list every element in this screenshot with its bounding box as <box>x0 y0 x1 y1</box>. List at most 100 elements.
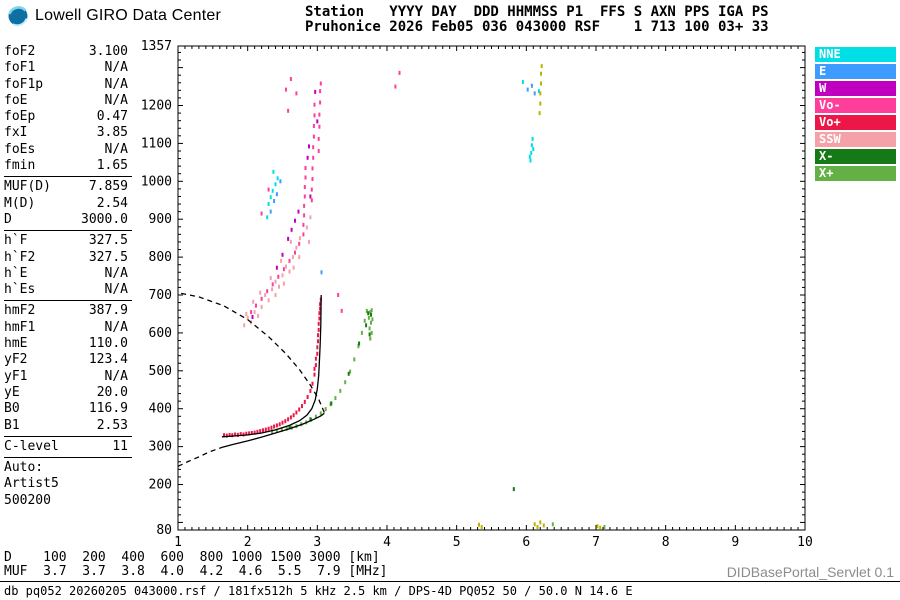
parameter-groups: foF2 3.100 foF1 N/A foF1p N/A foE N/A foEp 0.47 fx… <box>4 44 132 459</box>
profile-line-true-height-profile <box>221 412 325 449</box>
param-value: 327.5 <box>88 233 128 249</box>
svg-text:1357: 1357 <box>141 39 172 54</box>
param-row-fof1p: foF1p N/A <box>4 77 128 93</box>
param-value: N/A <box>104 60 128 76</box>
param-label: foF1 <box>4 60 36 76</box>
brand: Lowell GIRO Data Center <box>7 5 221 27</box>
status-bar: db pq052 20260205 043000.rsf / 181fx512h… <box>4 584 633 598</box>
param-value: 3000.0 <box>81 211 128 227</box>
param-value: 2.53 <box>96 417 128 433</box>
giro-logo-icon <box>8 6 28 27</box>
svg-text:1100: 1100 <box>141 136 172 151</box>
legend-item-nne: NNE <box>815 47 896 62</box>
legend-item-ssw: SSW <box>815 132 896 147</box>
brand-title: Lowell GIRO Data Center <box>35 7 222 24</box>
status-separator <box>0 581 900 582</box>
param-label: M(D) <box>4 195 36 211</box>
param-label: yE <box>4 384 20 400</box>
parameter-sidebar: foF2 3.100 foF1 N/A foF1p N/A foE N/A foEp 0.47 fx… <box>4 44 132 509</box>
param-value: 327.5 <box>88 249 128 265</box>
svg-text:9: 9 <box>731 535 739 550</box>
profile-line-o-trace-fit <box>221 294 322 438</box>
param-value: 2.54 <box>96 195 128 211</box>
svg-text:600: 600 <box>149 326 172 341</box>
param-row-fof1: foF1 N/A <box>4 60 128 76</box>
param-label: foE <box>4 92 28 108</box>
param-label: hmF1 <box>4 319 36 335</box>
svg-text:4: 4 <box>383 535 391 550</box>
echo-series-vo <box>223 297 322 438</box>
svg-text:1: 1 <box>174 535 182 550</box>
param-row-m-d: M(D) 2.54 <box>4 196 128 212</box>
param-value: N/A <box>104 282 128 298</box>
echo-series-ssw <box>243 215 312 328</box>
param-label: h`Es <box>4 282 36 298</box>
echo-series-nne <box>266 80 540 220</box>
param-row-d: D 3000.0 <box>4 212 128 228</box>
svg-text:700: 700 <box>149 288 172 303</box>
param-value: 20.0 <box>96 384 128 400</box>
param-value: 11 <box>112 438 128 454</box>
echo-series-x <box>271 308 606 529</box>
svg-text:6: 6 <box>522 535 530 550</box>
auto-version: 500200 <box>4 492 51 508</box>
param-value: N/A <box>104 319 128 335</box>
svg-text:300: 300 <box>149 440 172 455</box>
svg-text:10: 10 <box>797 535 813 550</box>
param-label: h`F2 <box>4 249 36 265</box>
station-header-columns: Station YYYY DAY DDD HHMMSS P1 FFS S AXN… <box>305 4 769 20</box>
svg-text:5: 5 <box>453 535 461 550</box>
svg-text:800: 800 <box>149 250 172 265</box>
param-label: h`E <box>4 265 28 281</box>
param-value: 1.65 <box>96 158 128 174</box>
legend-item-x: X- <box>815 149 896 164</box>
legend-item-vo: Vo+ <box>815 115 896 130</box>
auto-program: Artist5 <box>4 476 59 492</box>
sidebar-divider <box>4 176 132 178</box>
axis-tick-labels: 1 2 3 4 5 6 7 8 9 10 1357 1200 1100 1000 900 800 700 600 5… <box>141 39 813 550</box>
auto-label: Auto: <box>4 460 44 476</box>
param-row-h-f: h`F 327.5 <box>4 233 128 249</box>
param-value: N/A <box>104 265 128 281</box>
param-row-hmf2: hmF2 387.9 <box>4 303 128 319</box>
servlet-version-label: DIDBasePortal_Servlet 0.1 <box>726 564 894 580</box>
param-row-b1: B1 2.53 <box>4 418 128 434</box>
svg-text:500: 500 <box>149 364 172 379</box>
svg-text:900: 900 <box>149 212 172 227</box>
svg-text:200: 200 <box>149 478 172 493</box>
sidebar-divider <box>4 230 132 232</box>
param-row-c-level: C-level 11 <box>4 439 128 455</box>
echo-type-legend: NNE E W Vo- Vo+ SSW X- X+ <box>815 47 896 183</box>
param-value: N/A <box>104 368 128 384</box>
svg-text:400: 400 <box>149 402 172 417</box>
param-value: 0.47 <box>96 109 128 125</box>
param-row-muf-d: MUF(D) 7.859 <box>4 179 128 195</box>
param-row-h-e: h`E N/A <box>4 266 128 282</box>
param-label: foEs <box>4 141 36 157</box>
param-label: foF2 <box>4 44 36 59</box>
param-row-ye: yE 20.0 <box>4 385 128 401</box>
svg-text:80: 80 <box>156 523 172 538</box>
param-value: 3.100 <box>88 44 128 59</box>
sidebar-divider <box>4 300 132 302</box>
param-label: hmF2 <box>4 303 36 319</box>
param-value: 110.0 <box>88 336 128 352</box>
param-row-foes: foEs N/A <box>4 142 128 158</box>
param-row-b0: B0 116.9 <box>4 401 128 417</box>
param-row-foep: foEp 0.47 <box>4 109 128 125</box>
param-value: N/A <box>104 92 128 108</box>
param-row-fmin: fmin 1.65 <box>4 158 128 174</box>
param-label: yF1 <box>4 368 28 384</box>
profile-line-bottomside-extrapolation <box>177 446 223 467</box>
echo-series-x <box>288 311 515 492</box>
station-header: Station YYYY DAY DDD HHMMSS P1 FFS S AXN… <box>305 5 769 35</box>
param-value: N/A <box>104 76 128 92</box>
param-value: 3.85 <box>96 125 128 141</box>
plot-ticks <box>177 46 806 531</box>
param-value: N/A <box>104 141 128 157</box>
param-label: B0 <box>4 401 20 417</box>
param-row-h-f2: h`F2 327.5 <box>4 250 128 266</box>
echo-series-vo <box>250 70 401 315</box>
